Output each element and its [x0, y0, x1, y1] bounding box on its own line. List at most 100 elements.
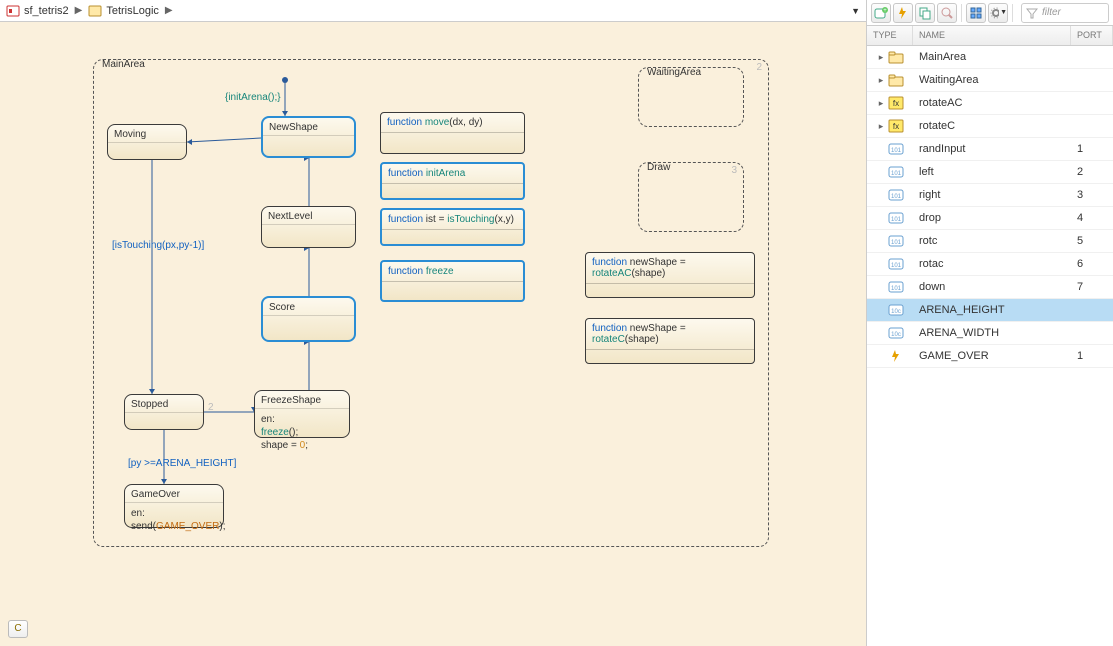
symbol-row[interactable]: 10c ARENA_WIDTH	[867, 322, 1113, 345]
symbol-port[interactable]: 1	[1071, 350, 1113, 362]
bolt-button[interactable]	[893, 3, 913, 23]
symbol-row[interactable]: 10c ARENA_HEIGHT	[867, 299, 1113, 322]
expand-icon[interactable]: ▸	[877, 53, 886, 62]
in-icon: 101	[888, 234, 904, 248]
svg-text:fx: fx	[892, 99, 898, 108]
in-icon: 101	[888, 280, 904, 294]
region-Draw[interactable]: Draw3	[638, 162, 744, 232]
col-type[interactable]: TYPE	[867, 26, 913, 45]
search-button[interactable]	[937, 3, 957, 23]
symbol-row[interactable]: 101randInput1	[867, 138, 1113, 161]
state-nextLevel[interactable]: NextLevel	[261, 206, 356, 248]
symbol-row[interactable]: 101 rotac6	[867, 253, 1113, 276]
symbol-name[interactable]: rotateC	[913, 120, 1071, 132]
function-freeze[interactable]: function freeze	[380, 260, 525, 302]
breadcrumb-chart[interactable]: TetrisLogic	[106, 5, 159, 17]
expand-icon[interactable]: ▸	[877, 99, 886, 108]
function-rotateC[interactable]: function newShape = rotateC(shape)	[585, 318, 755, 364]
new-chart-button[interactable]: +	[871, 3, 891, 23]
event-icon	[888, 349, 904, 363]
symbol-name[interactable]: down	[913, 281, 1071, 293]
in-icon: 101	[888, 211, 904, 225]
symbol-name[interactable]: rotac	[913, 258, 1071, 270]
svg-text:101: 101	[890, 217, 901, 223]
symbol-name[interactable]: drop	[913, 212, 1071, 224]
symbol-row[interactable]: ▸ WaitingArea	[867, 69, 1113, 92]
breadcrumb: sf_tetris2 ▶ TetrisLogic ▶ ▼	[0, 0, 866, 22]
language-badge[interactable]: C	[8, 620, 28, 638]
svg-text:101: 101	[890, 263, 901, 269]
state-gameOver[interactable]: GameOveren:send(GAME_OVER);	[124, 484, 224, 528]
state-newShape[interactable]: NewShape	[261, 116, 356, 158]
function-rotateAC[interactable]: function newShape = rotateAC(shape)	[585, 252, 755, 298]
symbol-row[interactable]: ▸fxrotateC	[867, 115, 1113, 138]
guard-isTouchingCond: [isTouching(px,py-1)]	[112, 240, 204, 251]
symbol-port[interactable]: 2	[1071, 166, 1113, 178]
symbol-name[interactable]: MainArea	[913, 51, 1071, 63]
const-icon: 10c	[888, 303, 904, 317]
svg-text:10c: 10c	[891, 309, 901, 315]
symbols-pane: + ▼ filter TYPE NAME PORT ▸ MainArea ▸ Waitin…	[867, 0, 1113, 646]
stateflow-canvas[interactable]: MainArea2WaitingAreaDraw3{initArena();}M…	[0, 22, 866, 646]
symbol-name[interactable]: randInput	[913, 143, 1071, 155]
svg-text:101: 101	[890, 171, 901, 177]
state-stopped[interactable]: Stopped	[124, 394, 204, 430]
symbols-rows: ▸ MainArea ▸ WaitingArea ▸ fx rotateAC ▸fxrotat…	[867, 46, 1113, 646]
breadcrumb-sep2: ▶	[165, 5, 173, 16]
model-icon[interactable]	[6, 4, 20, 18]
canvas-pane: sf_tetris2 ▶ TetrisLogic ▶ ▼ MainArea2Wa…	[0, 0, 867, 646]
symbol-name[interactable]: left	[913, 166, 1071, 178]
gear-button[interactable]: ▼	[988, 3, 1008, 23]
chart-icon[interactable]	[88, 4, 102, 18]
symbol-name[interactable]: ARENA_HEIGHT	[913, 304, 1071, 316]
symbol-port[interactable]: 5	[1071, 235, 1113, 247]
symbol-row[interactable]: 101 left2	[867, 161, 1113, 184]
symbol-row[interactable]: ▸ MainArea	[867, 46, 1113, 69]
symbol-port[interactable]: 1	[1071, 143, 1113, 155]
symbol-name[interactable]: right	[913, 189, 1071, 201]
svg-text:101: 101	[890, 194, 901, 200]
filter-input[interactable]: filter	[1021, 3, 1109, 23]
fx-icon: fx	[888, 96, 904, 110]
symbol-name[interactable]: WaitingArea	[913, 74, 1071, 86]
function-move[interactable]: function move(dx, dy)	[380, 112, 525, 154]
expand-icon[interactable]: ▸	[877, 122, 886, 131]
svg-text:101: 101	[890, 286, 901, 292]
state-moving[interactable]: Moving	[107, 124, 187, 160]
entry-action-label: {initArena();}	[225, 92, 281, 103]
symbol-port[interactable]: 7	[1071, 281, 1113, 293]
state-score[interactable]: Score	[261, 296, 356, 342]
in-icon: 101	[888, 188, 904, 202]
symbol-row[interactable]: 101 down7	[867, 276, 1113, 299]
expand-icon[interactable]: ▸	[877, 76, 886, 85]
symbol-port[interactable]: 6	[1071, 258, 1113, 270]
symbol-row[interactable]: ▸ fx rotateAC	[867, 92, 1113, 115]
table-header: TYPE NAME PORT	[867, 26, 1113, 46]
filter-icon	[1026, 7, 1038, 19]
state-freezeShape[interactable]: FreezeShapeen:freeze();shape = 0;	[254, 390, 350, 438]
symbol-name[interactable]: ARENA_WIDTH	[913, 327, 1071, 339]
symbol-row[interactable]: 101 drop4	[867, 207, 1113, 230]
function-isTouching[interactable]: function ist = isTouching(x,y)	[380, 208, 525, 246]
symbol-row[interactable]: 101 rotc5	[867, 230, 1113, 253]
symbols-toolbar: + ▼ filter	[867, 0, 1113, 26]
boxes-button[interactable]	[966, 3, 986, 23]
folder-icon	[888, 50, 904, 64]
symbol-port[interactable]: 4	[1071, 212, 1113, 224]
const-icon: 10c	[888, 326, 904, 340]
copy-button[interactable]	[915, 3, 935, 23]
col-name[interactable]: NAME	[913, 26, 1071, 45]
symbol-row[interactable]: GAME_OVER1	[867, 345, 1113, 368]
symbol-name[interactable]: rotc	[913, 235, 1071, 247]
symbol-name[interactable]: rotateAC	[913, 97, 1071, 109]
symbol-port[interactable]: 3	[1071, 189, 1113, 201]
filter-placeholder: filter	[1042, 7, 1061, 18]
symbol-row[interactable]: 101 right3	[867, 184, 1113, 207]
breadcrumb-dropdown[interactable]: ▼	[851, 6, 860, 16]
breadcrumb-model[interactable]: sf_tetris2	[24, 5, 69, 17]
function-initArena[interactable]: function initArena	[380, 162, 525, 200]
symbol-name[interactable]: GAME_OVER	[913, 350, 1071, 362]
col-port[interactable]: PORT	[1071, 26, 1113, 45]
region-WaitingArea[interactable]: WaitingArea	[638, 67, 744, 127]
in-icon: 101	[888, 257, 904, 271]
